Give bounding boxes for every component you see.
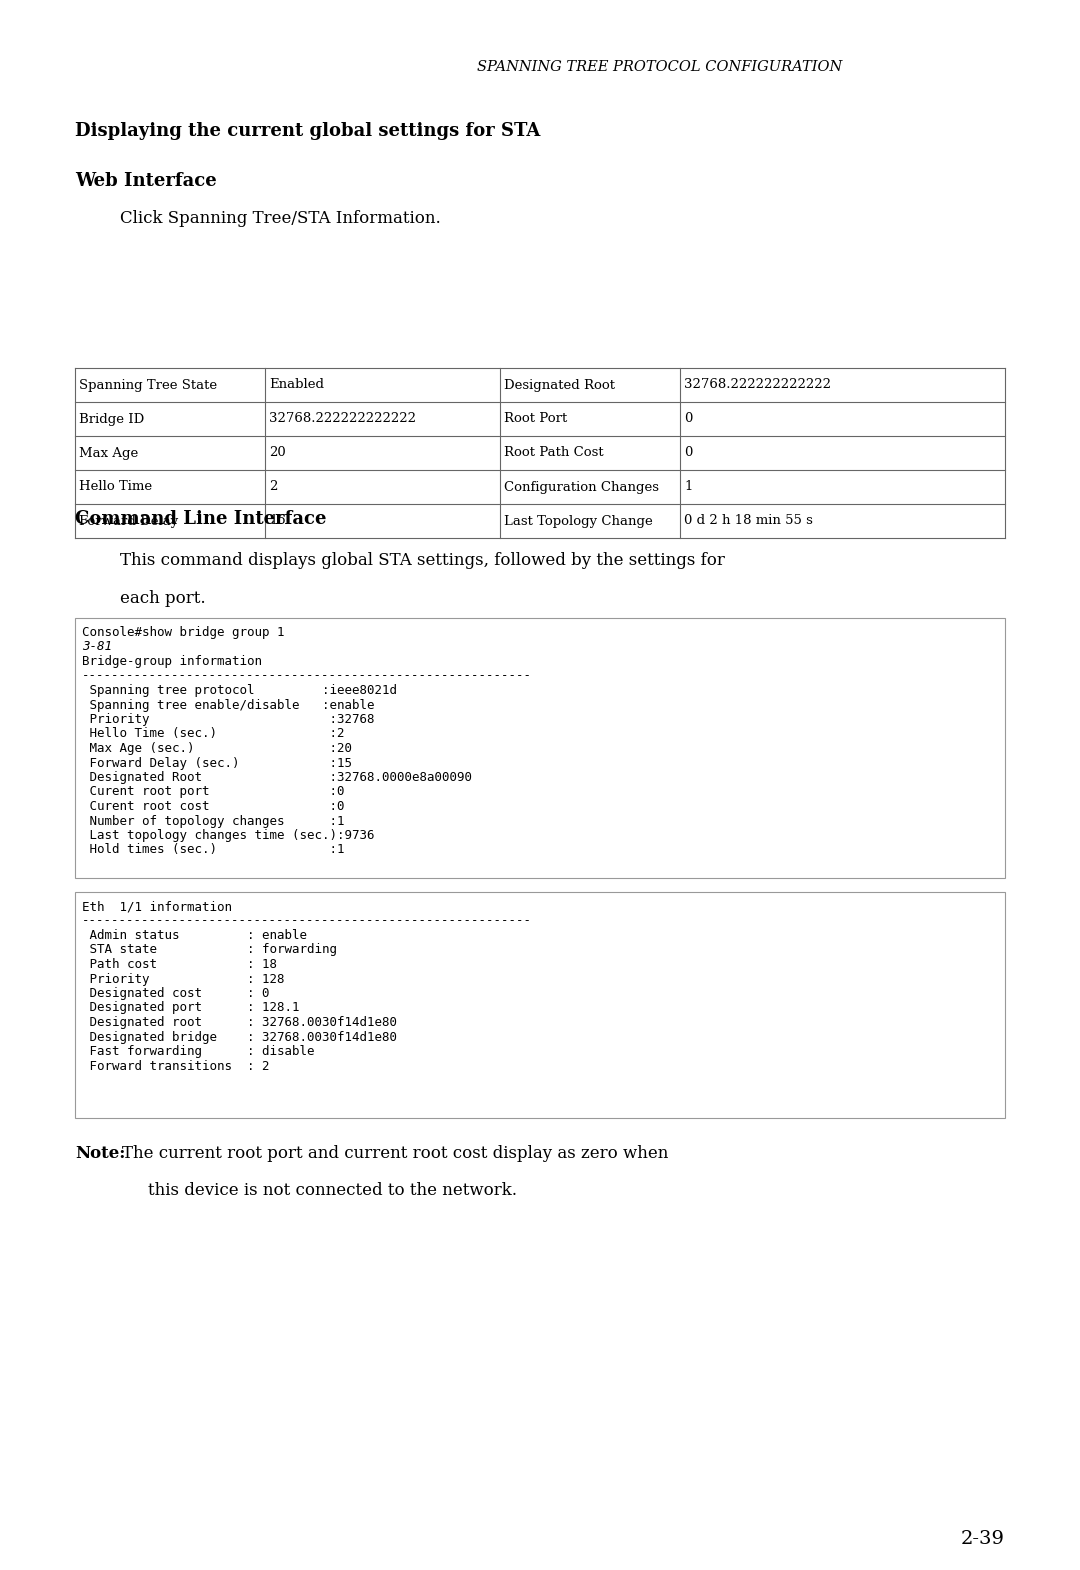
- Text: 0: 0: [684, 413, 692, 425]
- Text: Designated bridge    : 32768.0030f14d1e80: Designated bridge : 32768.0030f14d1e80: [82, 1030, 397, 1044]
- Text: Configuration Changes: Configuration Changes: [504, 480, 659, 493]
- Text: Root Port: Root Port: [504, 413, 567, 425]
- Text: Number of topology changes      :1: Number of topology changes :1: [82, 815, 345, 827]
- Text: Designated Root: Designated Root: [504, 378, 615, 391]
- Text: Bridge ID: Bridge ID: [79, 413, 145, 425]
- Text: Admin status         : enable: Admin status : enable: [82, 929, 307, 942]
- Text: Max Age: Max Age: [79, 446, 138, 460]
- Text: 20: 20: [269, 446, 286, 460]
- Text: Note:: Note:: [75, 1145, 125, 1162]
- Text: Web Interface: Web Interface: [75, 173, 217, 190]
- Text: Eth  1/1 information: Eth 1/1 information: [82, 900, 232, 914]
- Text: Designated port      : 128.1: Designated port : 128.1: [82, 1002, 299, 1014]
- Text: The current root port and current root cost display as zero when: The current root port and current root c…: [122, 1145, 669, 1162]
- Text: 2: 2: [269, 480, 278, 493]
- Text: Priority                        :32768: Priority :32768: [82, 713, 375, 725]
- Text: Spanning Tree State: Spanning Tree State: [79, 378, 217, 391]
- Bar: [75, 892, 1005, 1118]
- Text: Forward Delay: Forward Delay: [79, 515, 178, 528]
- Text: Console#show bridge group 1: Console#show bridge group 1: [82, 626, 284, 639]
- Text: Bridge-group information: Bridge-group information: [82, 655, 262, 667]
- Text: STA state            : forwarding: STA state : forwarding: [82, 944, 337, 956]
- Text: 2-39: 2-39: [961, 1531, 1005, 1548]
- Text: Designated root      : 32768.0030f14d1e80: Designated root : 32768.0030f14d1e80: [82, 1016, 397, 1028]
- Text: Designated Root                 :32768.0000e8a00090: Designated Root :32768.0000e8a00090: [82, 771, 472, 783]
- Text: 15: 15: [269, 515, 286, 528]
- Text: Last Topology Change: Last Topology Change: [504, 515, 652, 528]
- Text: Root Path Cost: Root Path Cost: [504, 446, 604, 460]
- Text: Command Line Interface: Command Line Interface: [75, 510, 326, 528]
- Text: 32768.222222222222: 32768.222222222222: [684, 378, 831, 391]
- Text: Path cost            : 18: Path cost : 18: [82, 958, 276, 970]
- Text: 0 d 2 h 18 min 55 s: 0 d 2 h 18 min 55 s: [684, 515, 813, 528]
- Text: Enabled: Enabled: [269, 378, 324, 391]
- Text: this device is not connected to the network.: this device is not connected to the netw…: [148, 1182, 517, 1199]
- Text: each port.: each port.: [120, 590, 205, 608]
- Text: Curent root port                :0: Curent root port :0: [82, 785, 345, 799]
- Text: Forward transitions  : 2: Forward transitions : 2: [82, 1060, 270, 1072]
- Text: ------------------------------------------------------------: ----------------------------------------…: [82, 669, 532, 683]
- Text: Displaying the current global settings for STA: Displaying the current global settings f…: [75, 122, 540, 140]
- Text: Curent root cost                :0: Curent root cost :0: [82, 801, 345, 813]
- Text: Fast forwarding      : disable: Fast forwarding : disable: [82, 1046, 314, 1058]
- Text: Click Spanning Tree/STA Information.: Click Spanning Tree/STA Information.: [120, 210, 441, 228]
- Text: 3-81: 3-81: [82, 641, 112, 653]
- Text: Priority             : 128: Priority : 128: [82, 972, 284, 986]
- Text: Last topology changes time (sec.):9736: Last topology changes time (sec.):9736: [82, 829, 375, 842]
- Text: This command displays global STA settings, followed by the settings for: This command displays global STA setting…: [120, 553, 725, 568]
- Text: ------------------------------------------------------------: ----------------------------------------…: [82, 914, 532, 928]
- Text: Hold times (sec.)               :1: Hold times (sec.) :1: [82, 843, 345, 857]
- Text: Forward Delay (sec.)            :15: Forward Delay (sec.) :15: [82, 757, 352, 769]
- Text: 32768.222222222222: 32768.222222222222: [269, 413, 416, 425]
- Text: Spanning tree protocol         :ieee8021d: Spanning tree protocol :ieee8021d: [82, 685, 397, 697]
- Text: Max Age (sec.)                  :20: Max Age (sec.) :20: [82, 743, 352, 755]
- Text: Designated cost      : 0: Designated cost : 0: [82, 988, 270, 1000]
- Text: Hello Time: Hello Time: [79, 480, 152, 493]
- Text: Spanning tree enable/disable   :enable: Spanning tree enable/disable :enable: [82, 699, 375, 711]
- Bar: [75, 619, 1005, 878]
- Text: 1: 1: [684, 480, 692, 493]
- Text: Hello Time (sec.)               :2: Hello Time (sec.) :2: [82, 727, 345, 741]
- Text: 0: 0: [684, 446, 692, 460]
- Text: SPANNING TREE PROTOCOL CONFIGURATION: SPANNING TREE PROTOCOL CONFIGURATION: [477, 60, 842, 74]
